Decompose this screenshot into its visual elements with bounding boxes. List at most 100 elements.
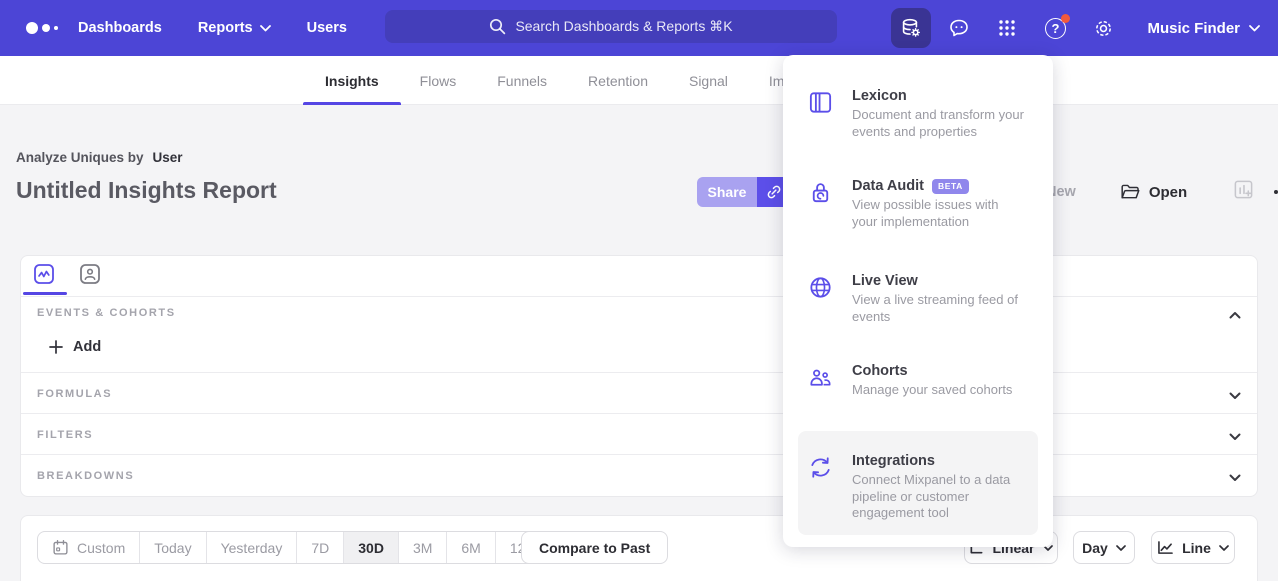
live-view-title: Live View: [852, 273, 918, 289]
top-navbar: Dashboards Reports Users Search Dashboar…: [0, 0, 1278, 56]
live-view-globe-icon: [810, 277, 831, 298]
date-today-label: Today: [154, 539, 192, 556]
nav-reports-label: Reports: [197, 20, 253, 36]
date-7d-button[interactable]: 7D: [297, 532, 345, 563]
date-3m-button[interactable]: 3M: [399, 532, 448, 563]
chevron-down-icon: [1115, 544, 1126, 551]
date-7d-label: 7D: [311, 539, 330, 556]
granularity-label: Day: [1082, 539, 1108, 556]
share-button[interactable]: Share: [697, 177, 757, 207]
tab-metrics[interactable]: [33, 263, 55, 285]
collapse-events-button[interactable]: [1229, 306, 1241, 324]
menu-item-data-audit[interactable]: Data Audit BETA View possible issues wit…: [807, 178, 1033, 230]
chevron-down-icon: [1249, 24, 1260, 31]
search-placeholder: Search Dashboards & Reports ⌘K: [515, 18, 733, 34]
link-icon: [767, 185, 780, 199]
compare-to-past-button[interactable]: Compare to Past: [521, 531, 669, 564]
project-selector[interactable]: Music Finder: [1147, 20, 1260, 37]
nav-users-label: Users: [306, 20, 347, 36]
integrations-title: Integrations: [852, 453, 935, 469]
analyze-prefix: Analyze Uniques by: [16, 150, 144, 165]
expand-formulas-button[interactable]: [1229, 387, 1241, 405]
gear-icon: [1096, 20, 1111, 36]
divider: [21, 372, 1257, 373]
help-button[interactable]: ?: [1035, 8, 1075, 48]
tab-user-profiles[interactable]: [79, 263, 101, 285]
add-to-dashboard-button[interactable]: [1233, 179, 1254, 205]
date-custom-button[interactable]: Custom: [38, 532, 141, 563]
database-gear-icon: [903, 18, 921, 37]
tab-signal-label: Signal: [688, 72, 728, 89]
add-label: Add: [73, 339, 102, 355]
section-breakdowns: BREAKDOWNS: [37, 470, 135, 482]
apps-grid-button[interactable]: [987, 8, 1027, 48]
page-title: Untitled Insights Report: [16, 177, 277, 203]
date-6m-label: 6M: [461, 539, 481, 556]
settings-button[interactable]: [1083, 8, 1123, 48]
search-input[interactable]: Search Dashboards & Reports ⌘K: [385, 10, 837, 43]
nav-users[interactable]: Users: [307, 20, 347, 36]
granularity-select[interactable]: Day: [1073, 531, 1135, 564]
feedback-button[interactable]: [939, 8, 979, 48]
chart-type-label: Line: [1182, 539, 1211, 556]
date-today-button[interactable]: Today: [140, 532, 207, 563]
nav-reports[interactable]: Reports: [198, 20, 271, 36]
more-options-button[interactable]: [1274, 190, 1278, 194]
new-report-button[interactable]: New: [1046, 184, 1076, 200]
tab-insights[interactable]: Insights: [303, 56, 401, 105]
chart-type-select[interactable]: Line: [1151, 531, 1235, 564]
menu-item-live-view[interactable]: Live View View a live streaming feed of …: [807, 273, 1033, 325]
breadcrumb: Analyze Uniques by User: [16, 150, 183, 165]
chevron-down-icon: [1229, 392, 1241, 399]
data-management-button[interactable]: [891, 8, 932, 48]
expand-filters-button[interactable]: [1229, 428, 1241, 446]
tab-retention-label: Retention: [588, 72, 648, 89]
menu-item-integrations[interactable]: Integrations Connect Mixpanel to a data …: [807, 453, 1033, 522]
insights-chart-icon: [34, 264, 54, 284]
cohorts-title: Cohorts: [852, 363, 908, 379]
tab-retention[interactable]: Retention: [588, 56, 648, 105]
section-formulas: FORMULAS: [37, 388, 113, 400]
beta-badge: BETA: [931, 178, 969, 194]
data-management-popover: Lexicon Document and transform your even…: [783, 55, 1053, 547]
nav-dashboards-label: Dashboards: [78, 20, 162, 36]
cohorts-icon: [810, 369, 831, 386]
date-custom-label: Custom: [77, 539, 126, 556]
date-30d-button[interactable]: 30D: [344, 532, 399, 563]
calendar-icon: [53, 540, 68, 555]
menu-item-lexicon[interactable]: Lexicon Document and transform your even…: [807, 88, 1033, 140]
menu-item-cohorts[interactable]: Cohorts Manage your saved cohorts: [807, 363, 1033, 399]
analyze-entity-selector[interactable]: User: [152, 150, 183, 165]
tab-insights-label: Insights: [325, 72, 379, 89]
mixpanel-logo[interactable]: [26, 0, 58, 56]
date-6m-button[interactable]: 6M: [447, 532, 496, 563]
integrations-description: Connect Mixpanel to a data pipeline or c…: [852, 472, 1011, 521]
add-event-button[interactable]: Add: [49, 339, 101, 355]
grid-icon: [999, 20, 1016, 36]
data-audit-title: Data Audit: [852, 178, 924, 194]
lexicon-title: Lexicon: [852, 88, 907, 104]
date-3m-label: 3M: [412, 539, 433, 556]
open-report-button[interactable]: Open: [1120, 183, 1187, 201]
divider: [21, 296, 1257, 297]
chevron-down-icon: [1219, 544, 1229, 551]
data-audit-icon: [812, 183, 829, 203]
report-tabs-bar: Insights Flows Funnels Retention Signal …: [0, 56, 1278, 105]
lexicon-description: Document and transform your events and p…: [852, 107, 1024, 139]
lexicon-icon: [809, 92, 832, 113]
hovered-item-background: [798, 431, 1038, 535]
tab-signal[interactable]: Signal: [689, 56, 728, 105]
chevron-down-icon: [1229, 433, 1241, 440]
help-icon: ?: [1044, 17, 1066, 39]
live-view-description: View a live streaming feed of events: [852, 292, 1018, 324]
tab-funnels[interactable]: Funnels: [497, 56, 547, 105]
chevron-up-icon: [1229, 312, 1241, 319]
expand-breakdowns-button[interactable]: [1229, 469, 1241, 487]
tab-flows[interactable]: Flows: [420, 56, 457, 105]
divider: [21, 454, 1257, 455]
plus-icon: [49, 340, 63, 354]
chart-add-icon: [1234, 180, 1253, 199]
date-yesterday-button[interactable]: Yesterday: [207, 532, 298, 563]
nav-dashboards[interactable]: Dashboards: [78, 20, 162, 36]
